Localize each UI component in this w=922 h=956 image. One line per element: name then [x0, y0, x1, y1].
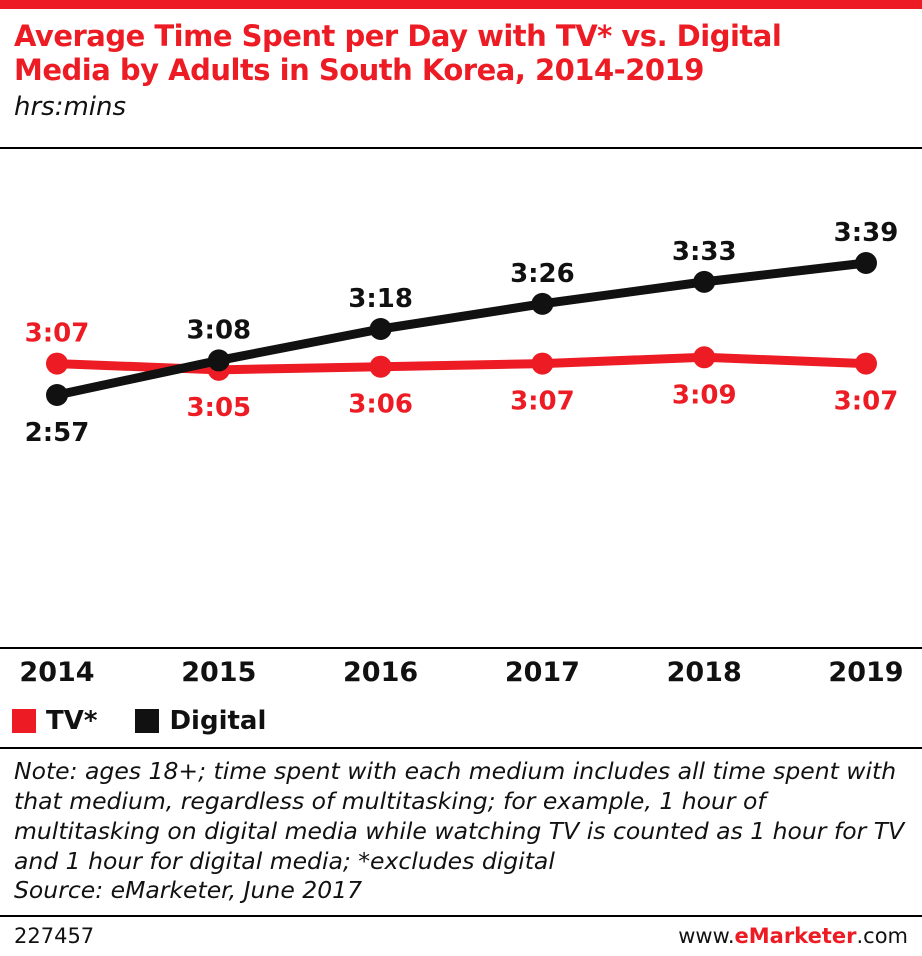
chart-id: 227457	[14, 923, 95, 948]
site-url-brand: eMarketer	[734, 923, 857, 948]
tv-data-point	[531, 352, 554, 375]
tv-data-label: 3:07	[834, 387, 899, 417]
site-url: www.eMarketer.com	[678, 924, 908, 948]
chart-title-line-1: Average Time Spent per Day with TV* vs. …	[14, 19, 782, 53]
chart-legend: TV* Digital	[0, 695, 922, 747]
tv-legend-label: TV*	[46, 706, 98, 736]
note-divider-line	[0, 747, 922, 749]
tv-data-label: 3:07	[25, 319, 90, 349]
x-axis-label-2019: 2019	[828, 657, 904, 688]
note-block: Note: ages 18+; time spent with each med…	[0, 749, 922, 915]
note-text: Note: ages 18+; time spent with each med…	[14, 757, 905, 875]
legend-item-digital: Digital	[135, 706, 266, 736]
x-axis-labels: 2014 2015 2016 2017 2018 2019	[0, 649, 922, 695]
legend-item-tv: TV*	[12, 706, 97, 736]
digital-data-point	[369, 318, 392, 340]
digital-data-label: 3:33	[672, 237, 737, 267]
x-axis-label-2014: 2014	[19, 657, 95, 688]
tv-data-label: 3:07	[510, 387, 575, 417]
chart-plot-area: 3:07 3:05 3:06 3:07 3:09 3:07 2:57 3:08 3:18 3:26…	[0, 149, 922, 647]
x-axis-label-2017: 2017	[504, 657, 580, 688]
x-axis-label-2018: 2018	[666, 657, 742, 688]
tv-data-point	[693, 346, 716, 369]
digital-data-point	[531, 292, 554, 315]
x-axis-label-2015: 2015	[181, 657, 257, 688]
site-url-suffix: .com	[856, 923, 908, 948]
tv-data-label: 3:09	[672, 380, 737, 410]
tv-data-label: 3:05	[186, 393, 251, 423]
digital-legend-swatch	[135, 709, 160, 733]
accent-top-bar	[0, 0, 922, 9]
x-axis-label-2016: 2016	[343, 657, 419, 688]
digital-data-label: 2:57	[25, 418, 90, 448]
site-url-prefix: www.	[678, 923, 735, 948]
digital-series-line	[52, 258, 871, 400]
digital-data-point	[46, 384, 68, 406]
digital-data-point	[207, 349, 230, 372]
chart-units-subtitle: hrs:mins	[14, 92, 127, 123]
source-text: Source: eMarketer, June 2017	[14, 876, 363, 905]
x-axis-line	[0, 647, 922, 649]
tv-legend-swatch	[12, 709, 36, 733]
line-chart: 3:07 3:05 3:06 3:07 3:09 3:07 2:57 3:08 3:18 3:26…	[25, 218, 899, 448]
tv-data-point	[46, 352, 68, 375]
digital-data-label: 3:26	[510, 259, 575, 289]
chart-title-line-2: Media by Adults in South Korea, 2014-201…	[14, 53, 704, 88]
tv-data-point	[855, 352, 877, 375]
digital-data-label: 3:18	[348, 284, 413, 314]
footer-bar: 227457 www.eMarketer.com	[0, 915, 922, 954]
digital-data-point	[693, 270, 716, 293]
digital-data-point	[855, 252, 877, 274]
tv-data-point	[369, 355, 392, 378]
tv-data-label: 3:06	[348, 390, 413, 420]
digital-legend-label: Digital	[169, 706, 267, 736]
chart-header: Average Time Spent per Day with TV* vs. …	[0, 9, 922, 149]
digital-data-label: 3:39	[834, 218, 899, 248]
digital-data-label: 3:08	[186, 315, 251, 345]
